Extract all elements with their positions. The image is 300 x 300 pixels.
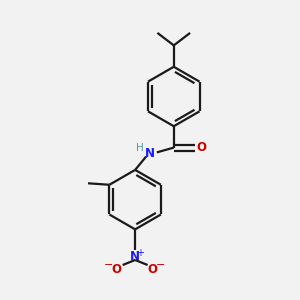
- Text: O: O: [147, 263, 158, 276]
- Text: O: O: [112, 263, 122, 276]
- Text: H: H: [136, 142, 144, 153]
- Text: N: N: [130, 250, 140, 262]
- Text: N: N: [145, 147, 155, 160]
- Text: −: −: [104, 260, 113, 270]
- Text: O: O: [197, 141, 207, 154]
- Text: −: −: [156, 260, 165, 270]
- Text: +: +: [136, 248, 144, 257]
